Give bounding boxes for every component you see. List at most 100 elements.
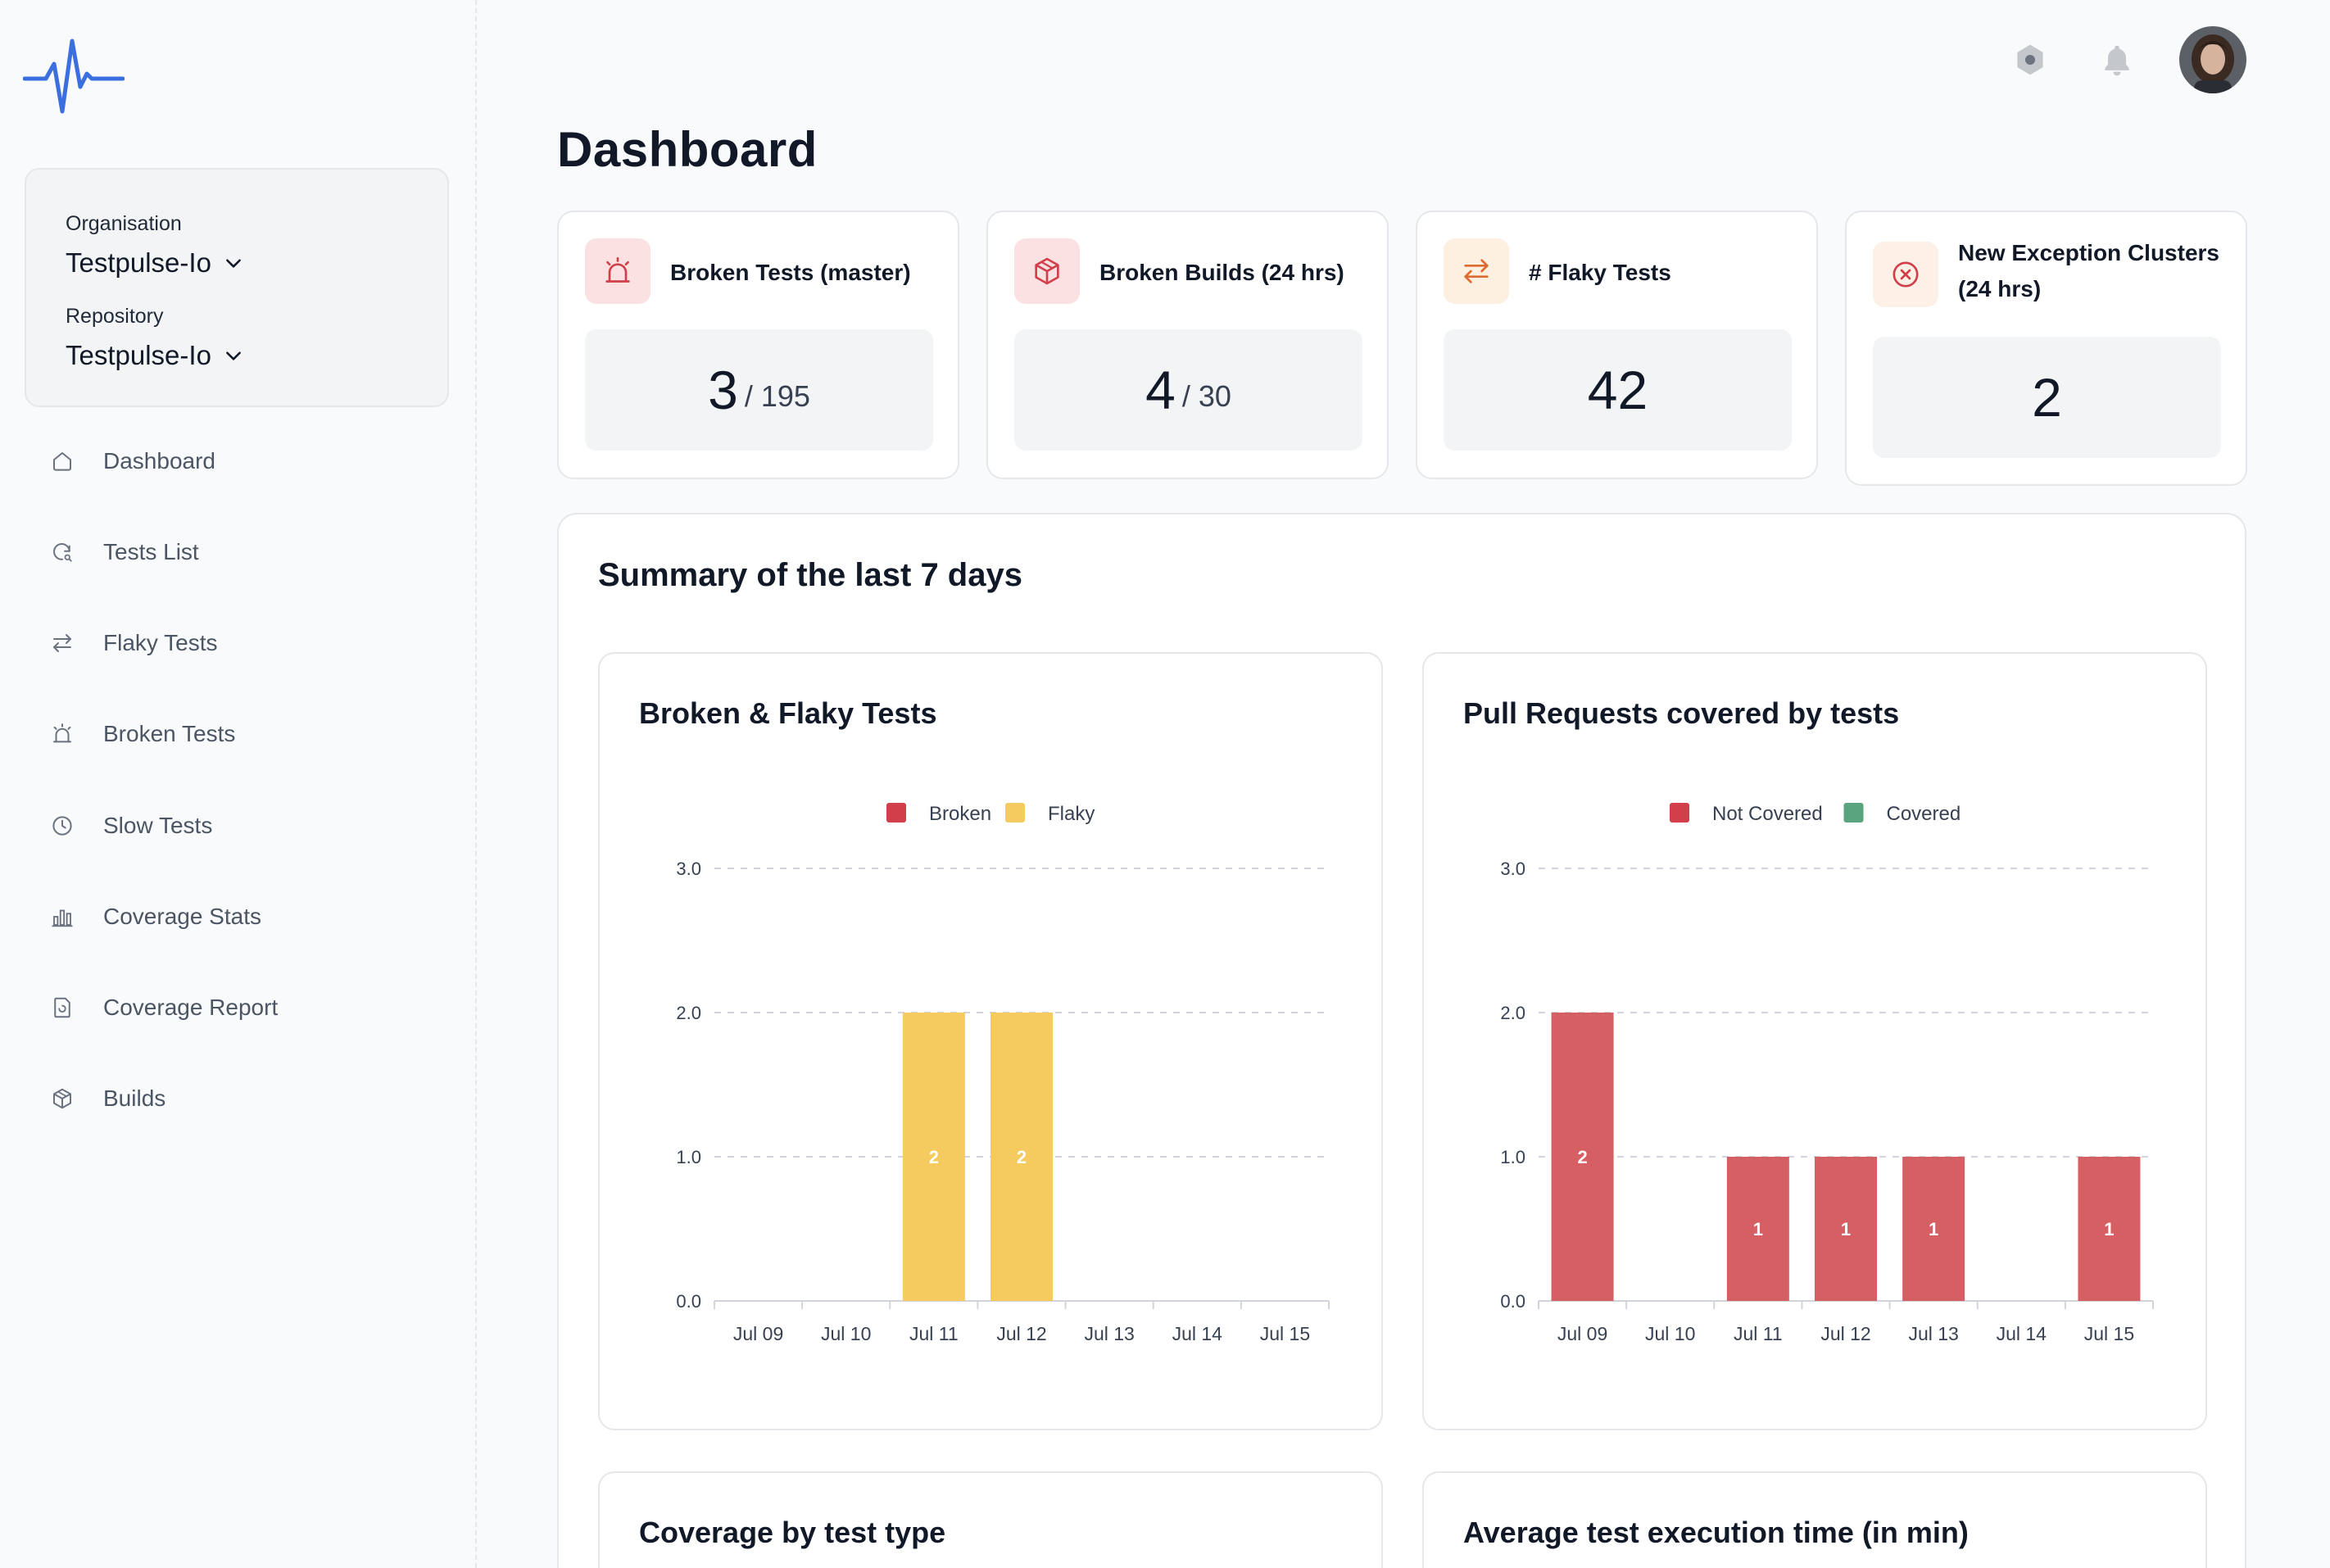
- sidebar-item-label: Slow Tests: [103, 813, 213, 838]
- organisation-dropdown[interactable]: Testpulse-Io: [66, 247, 244, 279]
- chart-title: Broken & Flaky Tests: [639, 696, 937, 730]
- stat-title: Broken Builds (24 hrs): [1099, 260, 1344, 285]
- bar-data-label: 1: [1753, 1219, 1763, 1239]
- x-tick-label: Jul 14: [1172, 1323, 1223, 1344]
- broken-flaky-chart-card: Broken & Flaky Tests Broken Flaky 0.0 1.0 2.…: [598, 652, 1383, 1430]
- arrows-swap-icon: [49, 630, 75, 656]
- hexagon-settings-icon[interactable]: [2012, 41, 2048, 79]
- stat-value-box: 2: [1873, 337, 2221, 458]
- legend-label: Not Covered: [1712, 803, 1823, 825]
- alarm-icon: [49, 721, 75, 747]
- page-title: Dashboard: [557, 122, 818, 177]
- cube-icon: [1014, 238, 1080, 304]
- x-tick-label: Jul 12: [1820, 1323, 1870, 1344]
- legend-swatch: [1005, 803, 1025, 823]
- x-tick-label: Jul 15: [1260, 1323, 1310, 1344]
- bar-chart-icon: [49, 904, 75, 930]
- bar-not-covered[interactable]: [1902, 1157, 1965, 1301]
- sidebar: Organisation Testpulse-Io Repository Tes…: [0, 0, 477, 1568]
- alarm-icon: [585, 238, 650, 304]
- stat-card-flaky-tests[interactable]: # Flaky Tests 42: [1416, 211, 1818, 479]
- bar-not-covered[interactable]: [1551, 1013, 1614, 1301]
- chevron-down-icon: [226, 259, 241, 268]
- x-tick-label: Jul 12: [996, 1323, 1046, 1344]
- repository-value: Testpulse-Io: [66, 340, 211, 370]
- stat-title: New Exception Clusters (24 hrs): [1958, 240, 2219, 301]
- bar-flaky[interactable]: [902, 1013, 965, 1301]
- clock-icon: [49, 813, 75, 839]
- stat-total: / 30: [1181, 379, 1231, 413]
- y-tick-label: 3.0: [676, 859, 701, 879]
- bell-icon[interactable]: [2099, 41, 2135, 79]
- legend-swatch: [1670, 803, 1689, 823]
- stat-value: 4: [1145, 360, 1176, 420]
- legend-item[interactable]: Flaky: [1005, 803, 1095, 825]
- legend-item[interactable]: Covered: [1843, 803, 1961, 825]
- sidebar-item-coverage-report[interactable]: Coverage Report: [49, 983, 442, 1032]
- legend-label: Flaky: [1048, 803, 1095, 825]
- legend-item[interactable]: Not Covered: [1670, 803, 1823, 825]
- home-icon: [49, 448, 75, 474]
- user-avatar[interactable]: [2179, 26, 2246, 93]
- stat-value-box: 3 / 195: [585, 329, 933, 451]
- bar-data-label: 1: [1841, 1219, 1851, 1239]
- x-tick-label: Jul 15: [2084, 1323, 2134, 1344]
- arrows-swap-icon: [1444, 238, 1509, 304]
- sidebar-item-broken-tests[interactable]: Broken Tests: [49, 709, 442, 759]
- stat-value: 2: [2032, 367, 2062, 428]
- y-tick-label: 3.0: [1500, 859, 1525, 879]
- pulse-logo-icon[interactable]: [23, 36, 125, 118]
- broken-flaky-chart: Broken Flaky 0.0 1.0 2.0 3.0 Jul 09 Jul 10 Jul 1…: [676, 803, 1330, 1344]
- bar-data-label: 2: [1017, 1147, 1027, 1167]
- x-tick-label: Jul 11: [909, 1323, 959, 1344]
- coverage-by-type-card: Coverage by test type: [598, 1471, 1383, 1568]
- legend-label: Covered: [1887, 803, 1961, 825]
- stat-title: Broken Tests (master): [670, 260, 911, 285]
- document-icon: [49, 995, 75, 1021]
- stat-value: 42: [1587, 360, 1648, 420]
- bar-data-label: 2: [929, 1147, 939, 1167]
- y-tick-label: 2.0: [1500, 1003, 1525, 1023]
- bar-flaky[interactable]: [990, 1013, 1053, 1301]
- repository-dropdown[interactable]: Testpulse-Io: [66, 340, 244, 371]
- y-tick-label: 1.0: [676, 1147, 701, 1167]
- y-tick-label: 1.0: [1500, 1147, 1525, 1167]
- legend-item[interactable]: Broken: [886, 803, 991, 825]
- x-tick-label: Jul 10: [821, 1323, 871, 1344]
- stat-value-box: 4 / 30: [1014, 329, 1362, 451]
- chart-title: Pull Requests covered by tests: [1463, 696, 1900, 730]
- pull-requests-chart-card: Pull Requests covered by tests Not Cover…: [1422, 652, 2207, 1430]
- sidebar-item-slow-tests[interactable]: Slow Tests: [49, 801, 442, 850]
- sidebar-item-coverage-stats[interactable]: Coverage Stats: [49, 892, 442, 941]
- sidebar-item-dashboard[interactable]: Dashboard: [49, 437, 442, 486]
- y-tick-label: 0.0: [1500, 1291, 1525, 1312]
- organisation-value: Testpulse-Io: [66, 247, 211, 278]
- x-tick-label: Jul 11: [1734, 1323, 1783, 1344]
- stat-card-broken-builds[interactable]: Broken Builds (24 hrs) 4 / 30: [986, 211, 1389, 479]
- chart-title: Coverage by test type: [639, 1516, 946, 1549]
- summary-title: Summary of the last 7 days: [598, 557, 1022, 593]
- avg-execution-time-card: Average test execution time (in min): [1422, 1471, 2207, 1568]
- y-tick-label: 2.0: [676, 1003, 701, 1023]
- bar-not-covered[interactable]: [2078, 1157, 2141, 1301]
- sidebar-item-tests-list[interactable]: Tests List: [49, 528, 442, 577]
- bar-not-covered[interactable]: [1726, 1157, 1789, 1301]
- sidebar-item-label: Flaky Tests: [103, 630, 218, 655]
- sidebar-item-label: Broken Tests: [103, 721, 236, 746]
- sidebar-item-builds[interactable]: Builds: [49, 1074, 442, 1123]
- bar-not-covered[interactable]: [1815, 1157, 1877, 1301]
- organisation-label: Organisation: [66, 212, 182, 235]
- y-tick-label: 0.0: [676, 1291, 701, 1312]
- sidebar-item-flaky-tests[interactable]: Flaky Tests: [49, 619, 442, 668]
- stat-card-broken-tests[interactable]: Broken Tests (master) 3 / 195: [557, 211, 959, 479]
- stat-card-exception-clusters[interactable]: New Exception Clusters (24 hrs) 2: [1845, 211, 2247, 486]
- x-tick-label: Jul 14: [1997, 1323, 2047, 1344]
- x-tick-label: Jul 09: [733, 1323, 783, 1344]
- cube-icon: [49, 1085, 75, 1112]
- sidebar-item-label: Builds: [103, 1085, 166, 1111]
- sidebar-item-label: Tests List: [103, 539, 199, 564]
- stat-title: # Flaky Tests: [1529, 260, 1671, 285]
- bar-data-label: 2: [1577, 1147, 1587, 1167]
- x-circle-icon: [1873, 242, 1938, 307]
- chart-title: Average test execution time (in min): [1463, 1516, 1969, 1549]
